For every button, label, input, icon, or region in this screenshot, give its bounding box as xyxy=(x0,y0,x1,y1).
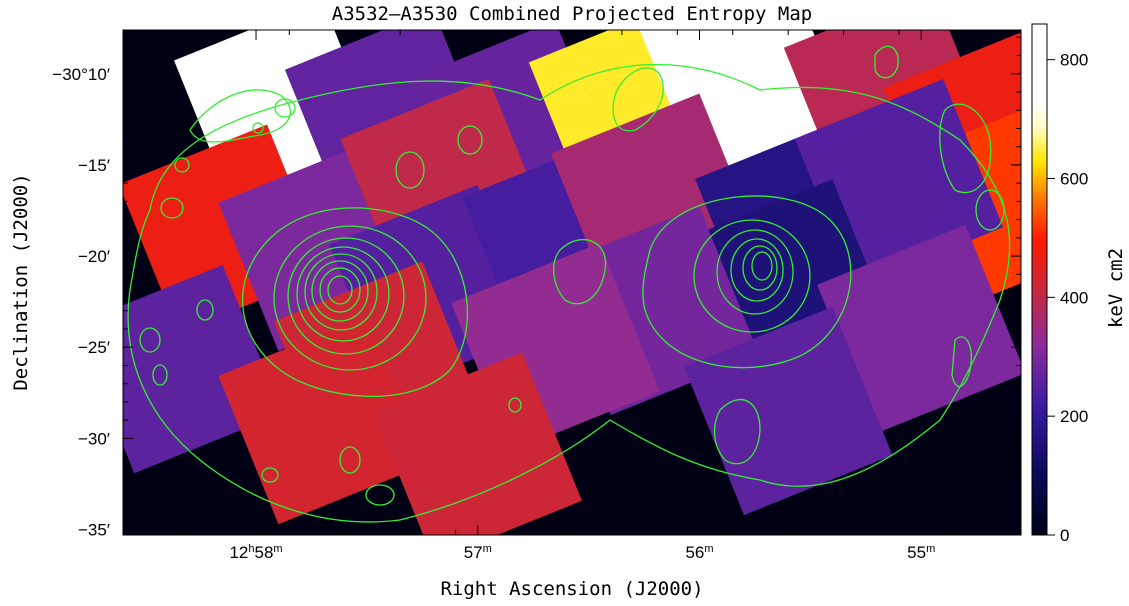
plot-frame xyxy=(122,29,1022,536)
contour-line xyxy=(296,246,390,342)
y-tick-label: −35′ xyxy=(78,521,110,540)
contour-line xyxy=(365,484,395,506)
contour-line xyxy=(395,151,425,189)
contour-line xyxy=(693,219,811,333)
entropy-cell xyxy=(684,306,893,516)
y-axis: −30°10′ −15′ −20′ −25′ −30′ −35′ xyxy=(52,36,1021,540)
contour-line xyxy=(553,239,607,305)
contour-line xyxy=(274,98,296,118)
colorbar-axis: 0 200 400 600 800 xyxy=(1047,51,1088,545)
x-tick-label: 55m xyxy=(907,543,935,562)
contour-line xyxy=(127,63,1011,523)
contour-line xyxy=(287,237,405,355)
chart-title: A3532–A3530 Combined Projected Entropy M… xyxy=(332,3,812,25)
entropy-cell xyxy=(218,315,427,525)
contour-line xyxy=(152,364,168,386)
colorbar-tick-label: 800 xyxy=(1060,51,1088,70)
colorbar-tick-label: 200 xyxy=(1060,407,1088,426)
contour-line xyxy=(642,195,852,369)
contour-line xyxy=(716,229,794,315)
xray-contours xyxy=(127,45,1011,523)
contour-line xyxy=(730,238,784,302)
contour-line xyxy=(252,122,264,134)
y-tick-label: −15′ xyxy=(78,156,110,175)
contour-line xyxy=(751,251,773,281)
entropy-cell xyxy=(817,224,1021,434)
contour-line xyxy=(241,207,468,398)
colorbar-tick-label: 0 xyxy=(1060,526,1069,545)
contour-line xyxy=(457,125,483,155)
contour-line xyxy=(196,299,214,321)
contour-line xyxy=(304,253,378,331)
x-axis: 12h58m 57m 56m 55m xyxy=(122,30,1011,562)
y-tick-label: −25′ xyxy=(78,338,110,357)
colorbar-label: keV cm2 xyxy=(1105,248,1127,328)
contour-line xyxy=(174,157,190,173)
colorbar xyxy=(1031,23,1048,536)
y-axis-label: Declination (J2000) xyxy=(10,173,32,390)
contour-line xyxy=(612,67,664,132)
y-tick-label: −20′ xyxy=(78,247,110,266)
contour-line xyxy=(160,197,184,219)
x-tick-label: 12h58m xyxy=(229,543,282,562)
contour-line xyxy=(874,45,899,79)
contour-line xyxy=(742,245,778,291)
x-axis-label: Right Ascension (J2000) xyxy=(440,578,703,600)
contour-line xyxy=(319,267,361,313)
x-tick-label: 57m xyxy=(464,543,492,562)
entropy-cell xyxy=(123,264,283,474)
contour-line xyxy=(327,275,353,305)
entropy-cell xyxy=(373,352,582,535)
contour-line xyxy=(339,446,361,474)
contour-line xyxy=(713,398,761,465)
contour-line xyxy=(951,336,972,388)
y-tick-label: −30′ xyxy=(78,429,110,448)
contour-line xyxy=(508,397,522,413)
contour-line xyxy=(261,467,279,483)
contour-line xyxy=(939,103,992,194)
contour-line xyxy=(975,189,1005,231)
colorbar-tick-label: 600 xyxy=(1060,169,1088,188)
contour-line xyxy=(139,327,161,353)
contour-line xyxy=(273,225,427,371)
colorbar-tick-label: 400 xyxy=(1060,288,1088,307)
x-tick-label: 56m xyxy=(685,543,713,562)
y-tick-label: −30°10′ xyxy=(52,65,110,84)
contour-line xyxy=(311,260,369,322)
